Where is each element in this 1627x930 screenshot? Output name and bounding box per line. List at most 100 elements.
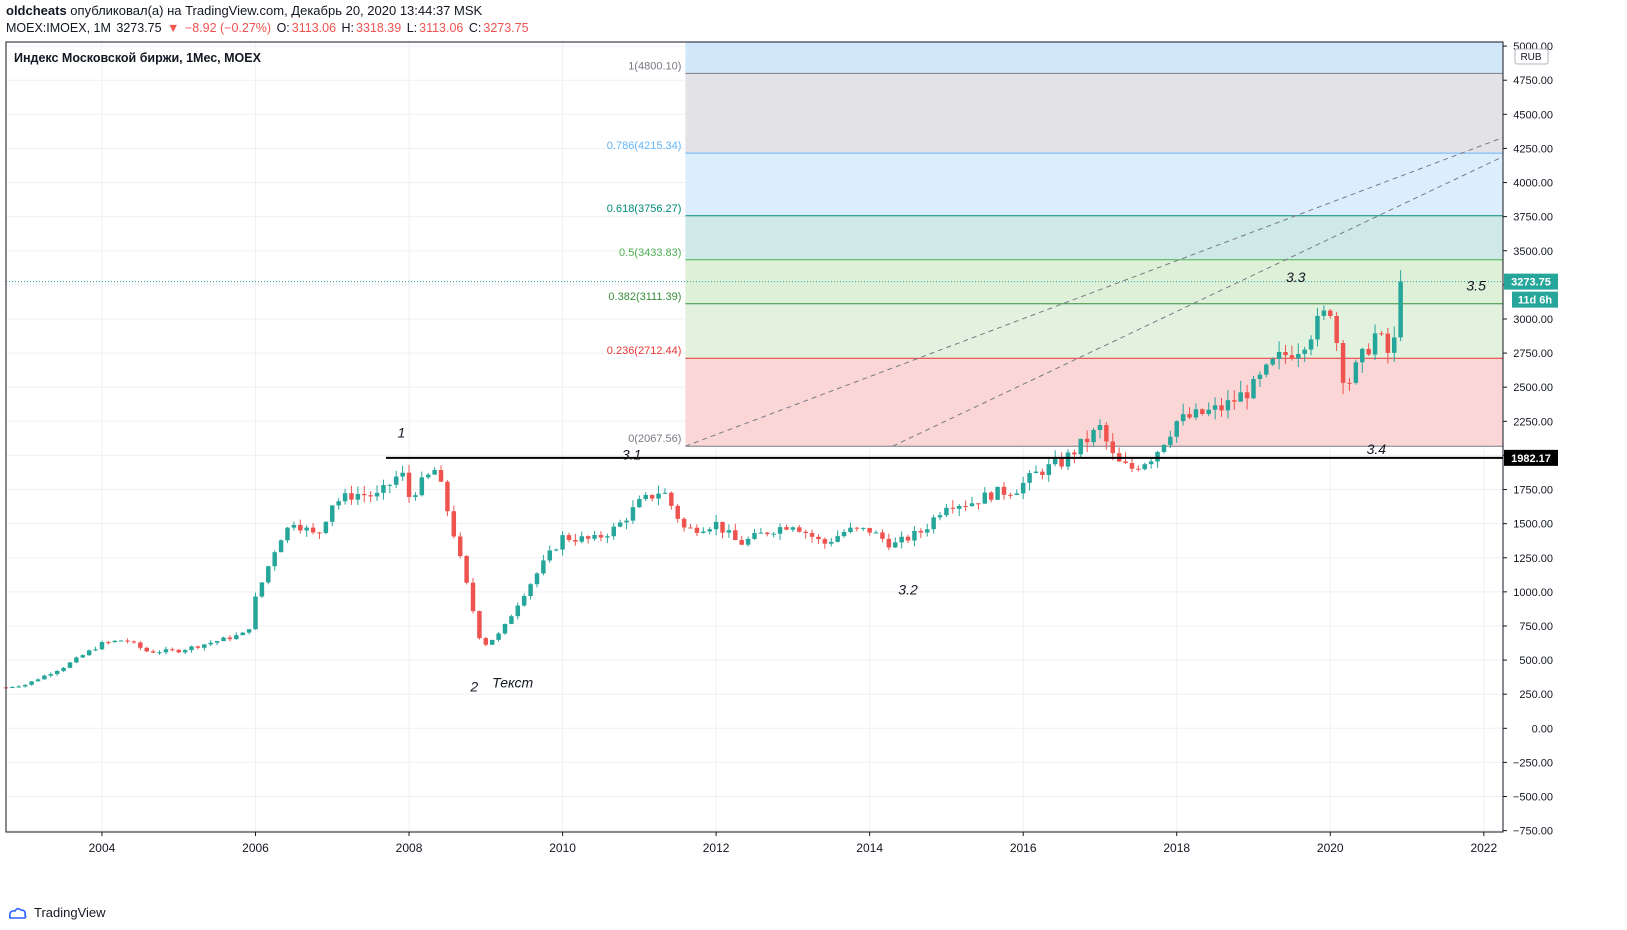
chart-title: Индекс Московской биржи, 1Мес, MOEX <box>14 51 262 65</box>
candle <box>1174 421 1179 437</box>
candle <box>291 524 297 528</box>
y-tick-label: 1500.00 <box>1513 519 1553 531</box>
last-price-badge <box>1504 273 1558 290</box>
x-tick-label: 2016 <box>1010 841 1037 855</box>
x-axis[interactable]: 2004 2006 2008 2010 2012 2014 2016 2018 2020 2022 <box>89 832 1498 855</box>
x-tick-label: 2014 <box>856 841 883 855</box>
candle <box>553 549 559 551</box>
trend-line[interactable] <box>892 156 1504 447</box>
candle <box>694 527 700 533</box>
candle <box>873 532 879 534</box>
candle <box>86 650 92 656</box>
candle <box>515 605 521 617</box>
candle <box>1219 405 1224 411</box>
author-name[interactable]: oldcheats <box>6 3 67 18</box>
candle <box>547 550 553 561</box>
trend-lines[interactable] <box>685 137 1504 447</box>
candle <box>112 640 117 643</box>
y-tick-label: 3500.00 <box>1513 246 1553 258</box>
candle <box>886 538 892 548</box>
candle <box>1065 452 1071 467</box>
candle <box>924 529 930 533</box>
candle <box>1001 486 1007 495</box>
candle <box>861 527 866 529</box>
candle <box>227 637 233 640</box>
open-value: 3113.06 <box>291 21 337 35</box>
fib-zone <box>685 73 1503 154</box>
y-axis[interactable]: 5000.004750.004500.004250.004000.003750.… <box>1503 41 1553 838</box>
hline-badge <box>1504 449 1558 466</box>
fib-zone <box>685 259 1503 304</box>
candle <box>950 507 956 509</box>
candle <box>362 493 367 496</box>
candle <box>1123 461 1128 464</box>
candle <box>656 493 661 499</box>
high-label: H: <box>341 21 355 35</box>
low-label: L: <box>406 21 418 35</box>
trend-line[interactable] <box>685 137 1504 447</box>
candle <box>701 531 706 533</box>
close-label: C: <box>468 21 482 35</box>
currency-button[interactable] <box>1514 48 1549 65</box>
wave-label: 3.1 <box>622 447 641 463</box>
candle <box>617 522 623 527</box>
y-tick-label: 4000.00 <box>1513 178 1553 190</box>
countdown-badge <box>1512 291 1558 308</box>
candle <box>733 530 738 541</box>
candle <box>266 566 271 583</box>
candle <box>1398 281 1403 338</box>
candle <box>470 582 476 612</box>
candle <box>138 642 143 648</box>
candle <box>1385 333 1391 353</box>
candle <box>317 532 322 534</box>
candle <box>432 470 437 475</box>
footer: TradingView <box>6 905 106 920</box>
candle <box>1091 429 1096 443</box>
candle <box>1289 355 1295 359</box>
candle <box>278 540 284 553</box>
y-tick-label: −500.00 <box>1513 792 1553 804</box>
candle <box>848 527 853 533</box>
wave-label: 3.2 <box>898 582 918 598</box>
candle <box>1155 451 1160 462</box>
candle <box>1206 409 1211 414</box>
candle <box>406 472 412 498</box>
candle <box>1379 333 1384 335</box>
y-tick-label: 1000.00 <box>1513 587 1553 599</box>
y-tick-label: 3750.00 <box>1513 212 1553 224</box>
candle <box>298 524 303 531</box>
candle <box>1078 438 1084 455</box>
candle <box>457 536 463 557</box>
candle <box>1276 352 1282 360</box>
candle <box>585 536 591 539</box>
y-tick-label: 750.00 <box>1519 621 1553 633</box>
candle <box>445 481 450 512</box>
brand-name[interactable]: TradingView <box>34 905 106 920</box>
candle <box>707 529 712 532</box>
wave-label: 2 <box>469 678 478 694</box>
candle <box>669 492 674 506</box>
candle <box>1334 315 1339 344</box>
candle <box>720 521 725 533</box>
high-value: 3318.39 <box>356 21 402 35</box>
candle <box>381 485 386 493</box>
candle <box>1129 463 1135 469</box>
candle <box>208 642 213 645</box>
price-chart[interactable]: 1(4800.10) 0.786(4215.34) 0.618(3756.27) 0.… <box>0 0 1627 900</box>
hline-badge-text: 1982.17 <box>1511 453 1551 465</box>
candle <box>1283 352 1288 356</box>
candle <box>1046 464 1052 475</box>
candle <box>131 641 137 643</box>
candle <box>285 527 290 541</box>
y-tick-label: 2500.00 <box>1513 382 1553 394</box>
candle <box>1308 339 1314 350</box>
candle <box>809 533 815 537</box>
candle <box>150 651 156 653</box>
candle <box>489 639 495 645</box>
candle <box>893 542 898 548</box>
candle <box>771 533 776 535</box>
y-tick-label: 0.00 <box>1532 723 1553 735</box>
candle <box>259 582 265 597</box>
candle <box>1360 348 1365 363</box>
candle <box>688 527 693 529</box>
